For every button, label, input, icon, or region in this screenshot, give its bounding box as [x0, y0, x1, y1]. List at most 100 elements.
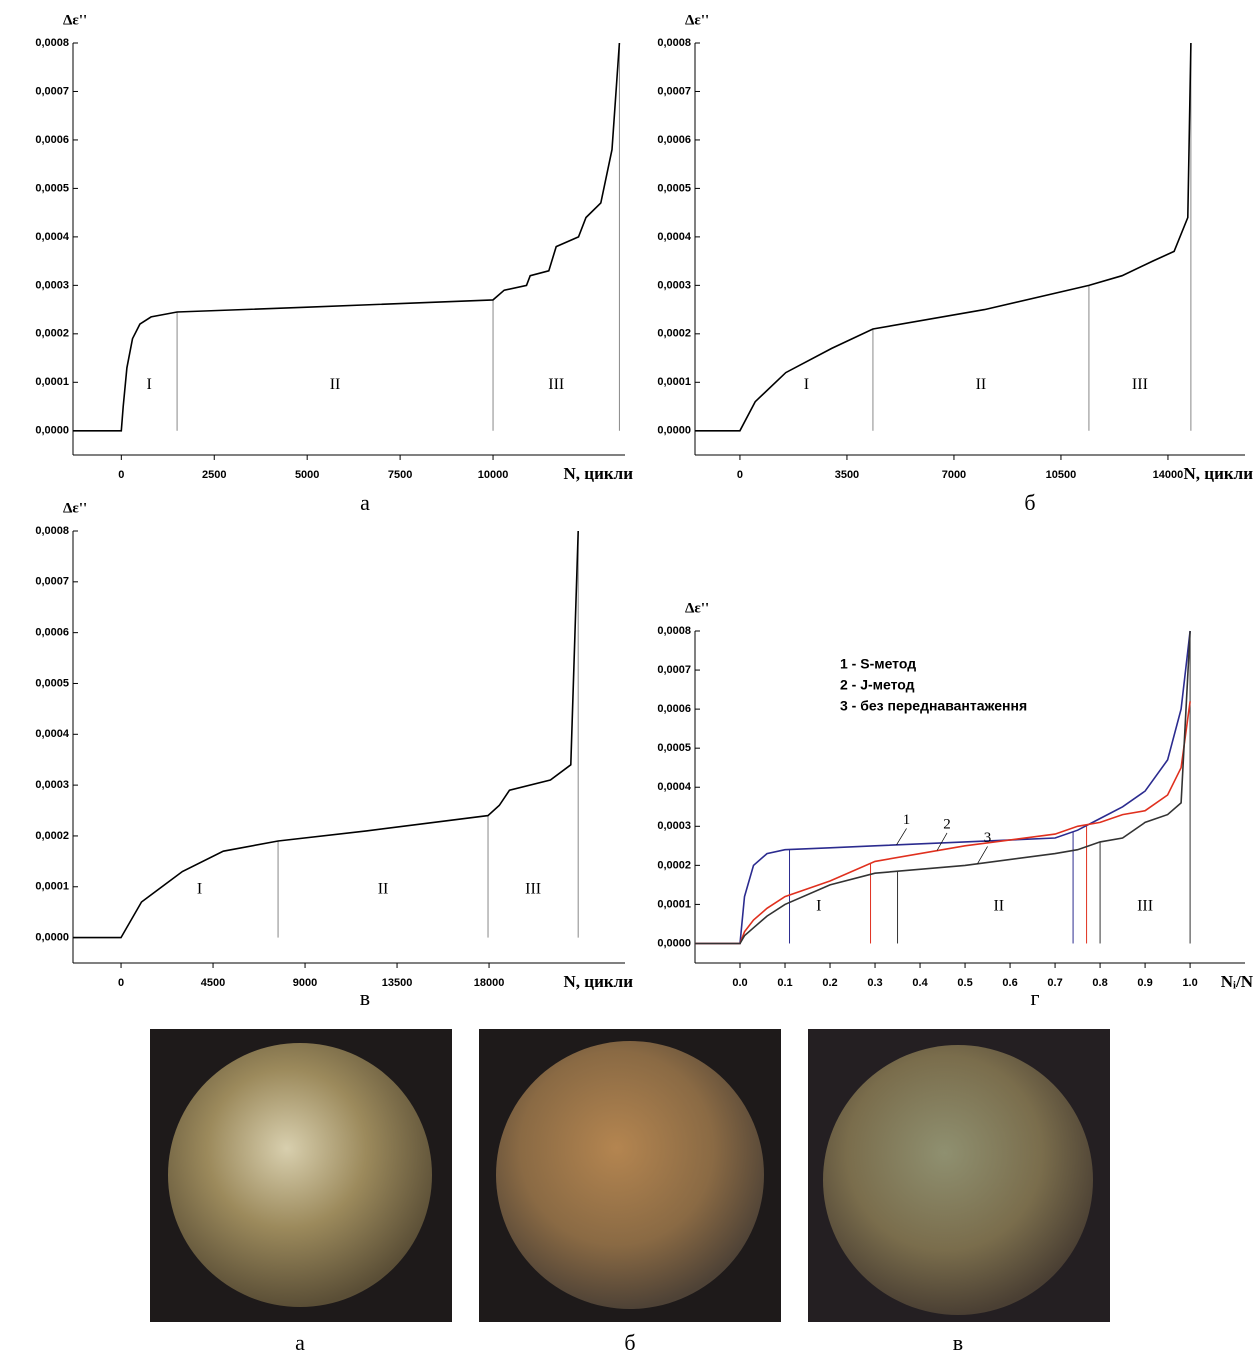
y-tick-label: 0,0007	[35, 576, 69, 588]
x-tick-label: 5000	[295, 469, 319, 481]
fracture-surface	[496, 1041, 764, 1309]
curve-leader	[896, 828, 907, 846]
curve-label: 3	[984, 830, 992, 846]
region-label: I	[804, 376, 809, 393]
chart-caption: в	[360, 985, 370, 1010]
y-tick-label: 0,0004	[35, 231, 70, 243]
data-line	[695, 701, 1191, 945]
y-tick-label: 0,0004	[35, 728, 70, 740]
x-tick-label: 0.1	[777, 977, 792, 989]
region-label: I	[816, 898, 821, 915]
y-tick-label: 0,0005	[657, 182, 691, 194]
photo-caption: а	[295, 1330, 305, 1355]
y-tick-label: 0,0005	[657, 742, 691, 754]
region-label: II	[378, 881, 389, 898]
region-label: III	[1132, 376, 1148, 393]
data-line	[695, 630, 1191, 945]
y-tick-label: 0,0005	[35, 182, 69, 194]
y-tick-label: 0,0008	[657, 625, 691, 637]
y-tick-label: 0,0007	[35, 85, 69, 97]
y-axis-label: Δε''	[63, 500, 87, 516]
fracture-surface	[168, 1043, 432, 1307]
x-axis-label: N, цикли	[564, 972, 634, 991]
y-tick-label: 0,0002	[35, 328, 69, 340]
x-tick-label: 10500	[1046, 469, 1077, 481]
x-tick-label: 0.5	[957, 977, 972, 989]
y-tick-label: 0,0005	[35, 677, 69, 689]
x-tick-label: 7500	[388, 469, 412, 481]
x-tick-label: 0	[118, 977, 124, 989]
legend-entry: 2 - J-метод	[840, 677, 915, 693]
y-tick-label: 0,0007	[657, 664, 691, 676]
y-tick-label: 0,0006	[657, 703, 691, 715]
x-axis-label: Nᵢ/N	[1221, 972, 1254, 991]
y-tick-label: 0,0002	[657, 859, 691, 871]
y-axis-label: Δε''	[685, 600, 709, 616]
legend-entry: 3 - без переднавантаження	[840, 698, 1027, 714]
x-tick-label: 0.7	[1047, 977, 1062, 989]
y-tick-label: 0,0007	[657, 85, 691, 97]
curve-leader	[936, 832, 948, 851]
region-label: III	[548, 376, 564, 393]
y-tick-label: 0,0008	[657, 37, 691, 49]
curve-leader	[977, 846, 988, 864]
x-tick-label: 0.8	[1092, 977, 1107, 989]
photo-caption: б	[624, 1330, 635, 1355]
y-tick-label: 0,0000	[35, 931, 69, 943]
region-label: I	[197, 881, 202, 898]
data-line	[695, 630, 1191, 945]
y-tick-label: 0,0000	[35, 425, 69, 437]
region-label: II	[993, 898, 1004, 915]
y-tick-label: 0,0001	[657, 898, 691, 910]
region-label: III	[525, 881, 541, 898]
y-tick-label: 0,0003	[35, 779, 69, 791]
x-tick-label: 14000	[1153, 469, 1184, 481]
x-tick-label: 3500	[835, 469, 859, 481]
y-tick-label: 0,0000	[657, 425, 691, 437]
x-tick-label: 0	[118, 469, 124, 481]
y-tick-label: 0,0008	[35, 525, 69, 537]
region-label: II	[976, 376, 987, 393]
x-tick-label: 0.3	[867, 977, 882, 989]
chart-caption: г	[1030, 985, 1039, 1010]
fracture-surface	[823, 1045, 1093, 1315]
curve-label: 1	[903, 812, 911, 828]
x-tick-label: 0.4	[912, 977, 928, 989]
y-axis-label: Δε''	[685, 12, 709, 28]
x-tick-label: 13500	[382, 977, 413, 989]
data-line	[73, 530, 579, 939]
x-tick-label: 0.0	[732, 977, 747, 989]
y-tick-label: 0,0008	[35, 37, 69, 49]
x-tick-label: 0.2	[822, 977, 837, 989]
photo-caption: в	[953, 1330, 963, 1355]
x-tick-label: 1.0	[1182, 977, 1197, 989]
chart-caption: б	[1024, 490, 1035, 515]
y-tick-label: 0,0000	[657, 937, 691, 949]
x-axis-label: N, цикли	[1184, 464, 1254, 483]
y-axis-label: Δε''	[63, 12, 87, 28]
x-tick-label: 2500	[202, 469, 226, 481]
y-tick-label: 0,0002	[35, 830, 69, 842]
data-line	[73, 42, 621, 432]
y-tick-label: 0,0001	[35, 881, 69, 893]
x-tick-label: 7000	[942, 469, 966, 481]
y-tick-label: 0,0001	[657, 376, 691, 388]
x-tick-label: 4500	[201, 977, 225, 989]
y-tick-label: 0,0003	[657, 820, 691, 832]
x-tick-label: 0.6	[1002, 977, 1017, 989]
x-axis-label: N, цикли	[564, 464, 634, 483]
curve-label: 2	[943, 816, 951, 832]
x-tick-label: 18000	[474, 977, 505, 989]
x-tick-label: 10000	[478, 469, 509, 481]
y-tick-label: 0,0003	[35, 279, 69, 291]
y-tick-label: 0,0001	[35, 376, 69, 388]
y-tick-label: 0,0006	[35, 627, 69, 639]
legend-entry: 1 - S-метод	[840, 656, 916, 672]
region-label: II	[330, 376, 341, 393]
x-tick-label: 0.9	[1137, 977, 1152, 989]
y-tick-label: 0,0004	[657, 781, 692, 793]
y-tick-label: 0,0006	[657, 134, 691, 146]
y-tick-label: 0,0002	[657, 328, 691, 340]
chart-caption: а	[360, 490, 370, 515]
